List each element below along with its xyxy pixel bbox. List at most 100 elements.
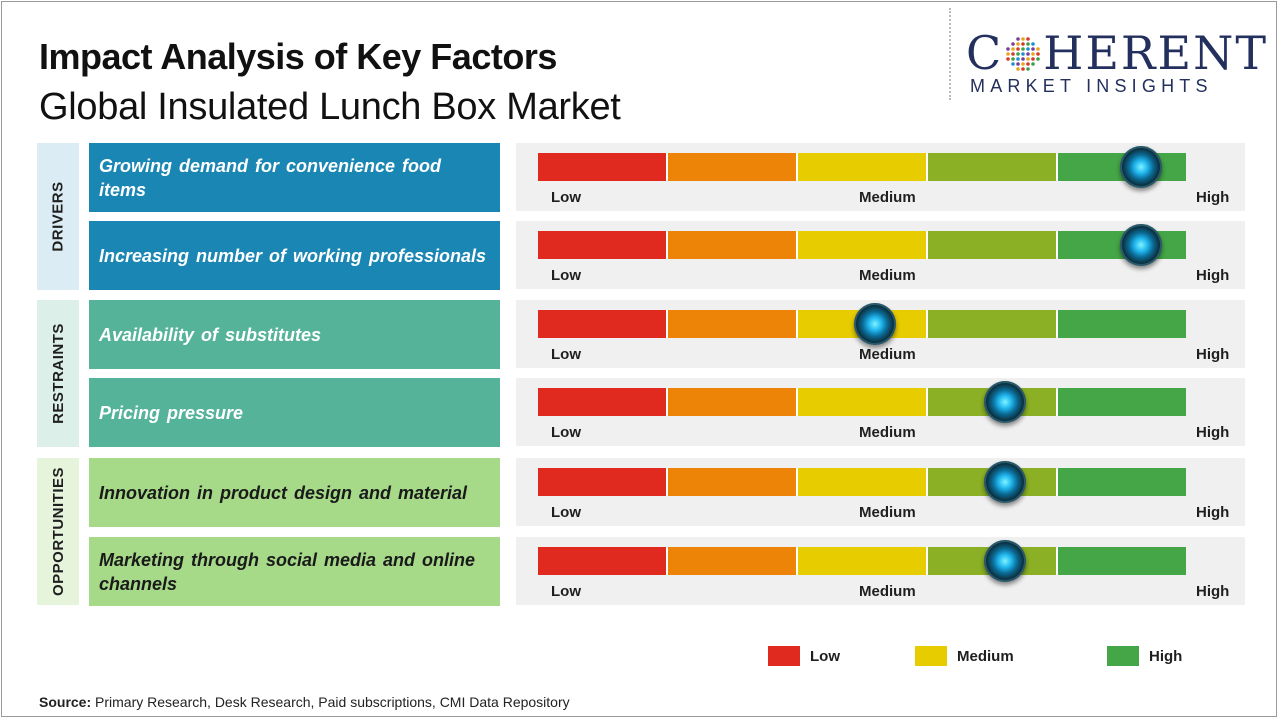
gauge-segment-2 — [668, 388, 798, 416]
logo-dot — [1021, 42, 1026, 46]
gauge-label-low: Low — [551, 424, 581, 441]
logo-dot — [1036, 57, 1041, 61]
logo-dot — [1031, 52, 1036, 56]
gauge-segment-1 — [538, 468, 668, 496]
gauge-label-medium: Medium — [859, 189, 916, 206]
gauge-segment-3 — [798, 388, 928, 416]
gauge-segment-4 — [928, 153, 1058, 181]
logo-dot — [1016, 37, 1021, 41]
category-drivers: DRIVERS — [37, 143, 79, 290]
logo-dot — [1036, 47, 1041, 51]
gauge-label-low: Low — [551, 504, 581, 521]
logo-dot — [1016, 42, 1021, 46]
gauge-segment-5 — [1058, 310, 1186, 338]
chart-title: Impact Analysis of Key Factors — [39, 36, 557, 77]
logo-dot — [1026, 52, 1031, 56]
impact-gauge: Low Medium High — [516, 537, 1245, 605]
gauge-segment-1 — [538, 310, 668, 338]
logo-dot — [1026, 42, 1031, 46]
logo-dot — [1021, 67, 1026, 71]
legend-swatch-low — [768, 646, 800, 666]
gauge-segment-1 — [538, 547, 668, 575]
logo-dots-icon — [1006, 37, 1041, 71]
gauge-label-medium: Medium — [859, 583, 916, 600]
gauge-segment-4 — [928, 310, 1058, 338]
logo-letter-c: C — [966, 26, 1004, 80]
logo-dot — [1026, 47, 1031, 51]
gauge-label-medium: Medium — [859, 267, 916, 284]
logo-dot — [1021, 37, 1026, 41]
gauge-segment-5 — [1058, 547, 1186, 575]
gauge-label-low: Low — [551, 267, 581, 284]
impact-gauge: Low Medium High — [516, 300, 1245, 368]
gauge-label-medium: Medium — [859, 504, 916, 521]
logo-dot — [1031, 57, 1036, 61]
chart-subtitle: Global Insulated Lunch Box Market — [39, 86, 621, 128]
logo-dot — [1026, 37, 1031, 41]
logo-dot — [1016, 57, 1021, 61]
factor-label: Pricing pressure — [89, 378, 500, 447]
factor-label: Innovation in product design and materia… — [89, 458, 500, 527]
factor-label: Availability of substitutes — [89, 300, 500, 369]
legend-item-low: Low — [768, 646, 840, 666]
legend-swatch-high — [1107, 646, 1139, 666]
logo-dot — [1011, 42, 1016, 46]
legend-label-low: Low — [810, 647, 840, 665]
gauge-label-high: High — [1196, 267, 1230, 284]
logo-dot — [1016, 62, 1021, 66]
gauge-segment-1 — [538, 153, 668, 181]
logo-dot — [1016, 67, 1021, 71]
logo-dot — [1011, 57, 1016, 61]
logo-dot — [1016, 52, 1021, 56]
logo-dot — [1026, 67, 1031, 71]
gauge-segment-3 — [798, 153, 928, 181]
gauge-segment-2 — [668, 468, 798, 496]
impact-marker — [853, 303, 896, 345]
gauge-scale — [538, 388, 1186, 416]
category-label: RESTRAINTS — [49, 323, 67, 424]
gauge-segment-2 — [668, 153, 798, 181]
source-note: Source: Primary Research, Desk Research,… — [39, 694, 570, 710]
logo-dot — [1011, 62, 1016, 66]
logo-dot — [1006, 57, 1011, 61]
category-label: OPPORTUNITIES — [49, 466, 67, 597]
logo-dot — [1021, 52, 1026, 56]
category-label: DRIVERS — [49, 181, 67, 252]
gauge-segment-5 — [1058, 388, 1186, 416]
gauge-label-high: High — [1196, 189, 1230, 206]
logo-dot — [1026, 57, 1031, 61]
factor-label: Marketing through social media and onlin… — [89, 537, 500, 606]
logo-dot — [1016, 47, 1021, 51]
legend-item-high: High — [1107, 646, 1182, 666]
logo-divider — [949, 8, 951, 100]
gauge-segment-3 — [798, 468, 928, 496]
logo-dot — [1006, 52, 1011, 56]
gauge-segment-1 — [538, 231, 668, 259]
logo-tagline: MARKET INSIGHTS — [970, 76, 1213, 96]
gauge-label-high: High — [1196, 346, 1230, 363]
gauge-segment-4 — [928, 231, 1058, 259]
logo-dot — [1011, 52, 1016, 56]
gauge-scale — [538, 231, 1186, 259]
category-restraints: RESTRAINTS — [37, 300, 79, 447]
gauge-label-low: Low — [551, 346, 581, 363]
impact-gauge: Low Medium High — [516, 143, 1245, 211]
impact-gauge: Low Medium High — [516, 458, 1245, 526]
legend-swatch-medium — [915, 646, 947, 666]
gauge-scale — [538, 468, 1186, 496]
gauge-segment-3 — [798, 547, 928, 575]
impact-marker — [983, 461, 1026, 503]
impact-marker — [983, 540, 1026, 582]
logo-dot — [1011, 47, 1016, 51]
impact-gauge: Low Medium High — [516, 378, 1245, 446]
logo-wordmark: C HERENT — [966, 28, 1266, 78]
source-prefix: Source: — [39, 694, 92, 710]
logo-dot — [1021, 62, 1026, 66]
gauge-segment-2 — [668, 310, 798, 338]
impact-marker — [1119, 146, 1162, 188]
gauge-segment-5 — [1058, 468, 1186, 496]
category-opportunities: OPPORTUNITIES — [37, 458, 79, 605]
logo-dot — [1021, 47, 1026, 51]
gauge-label-high: High — [1196, 583, 1230, 600]
